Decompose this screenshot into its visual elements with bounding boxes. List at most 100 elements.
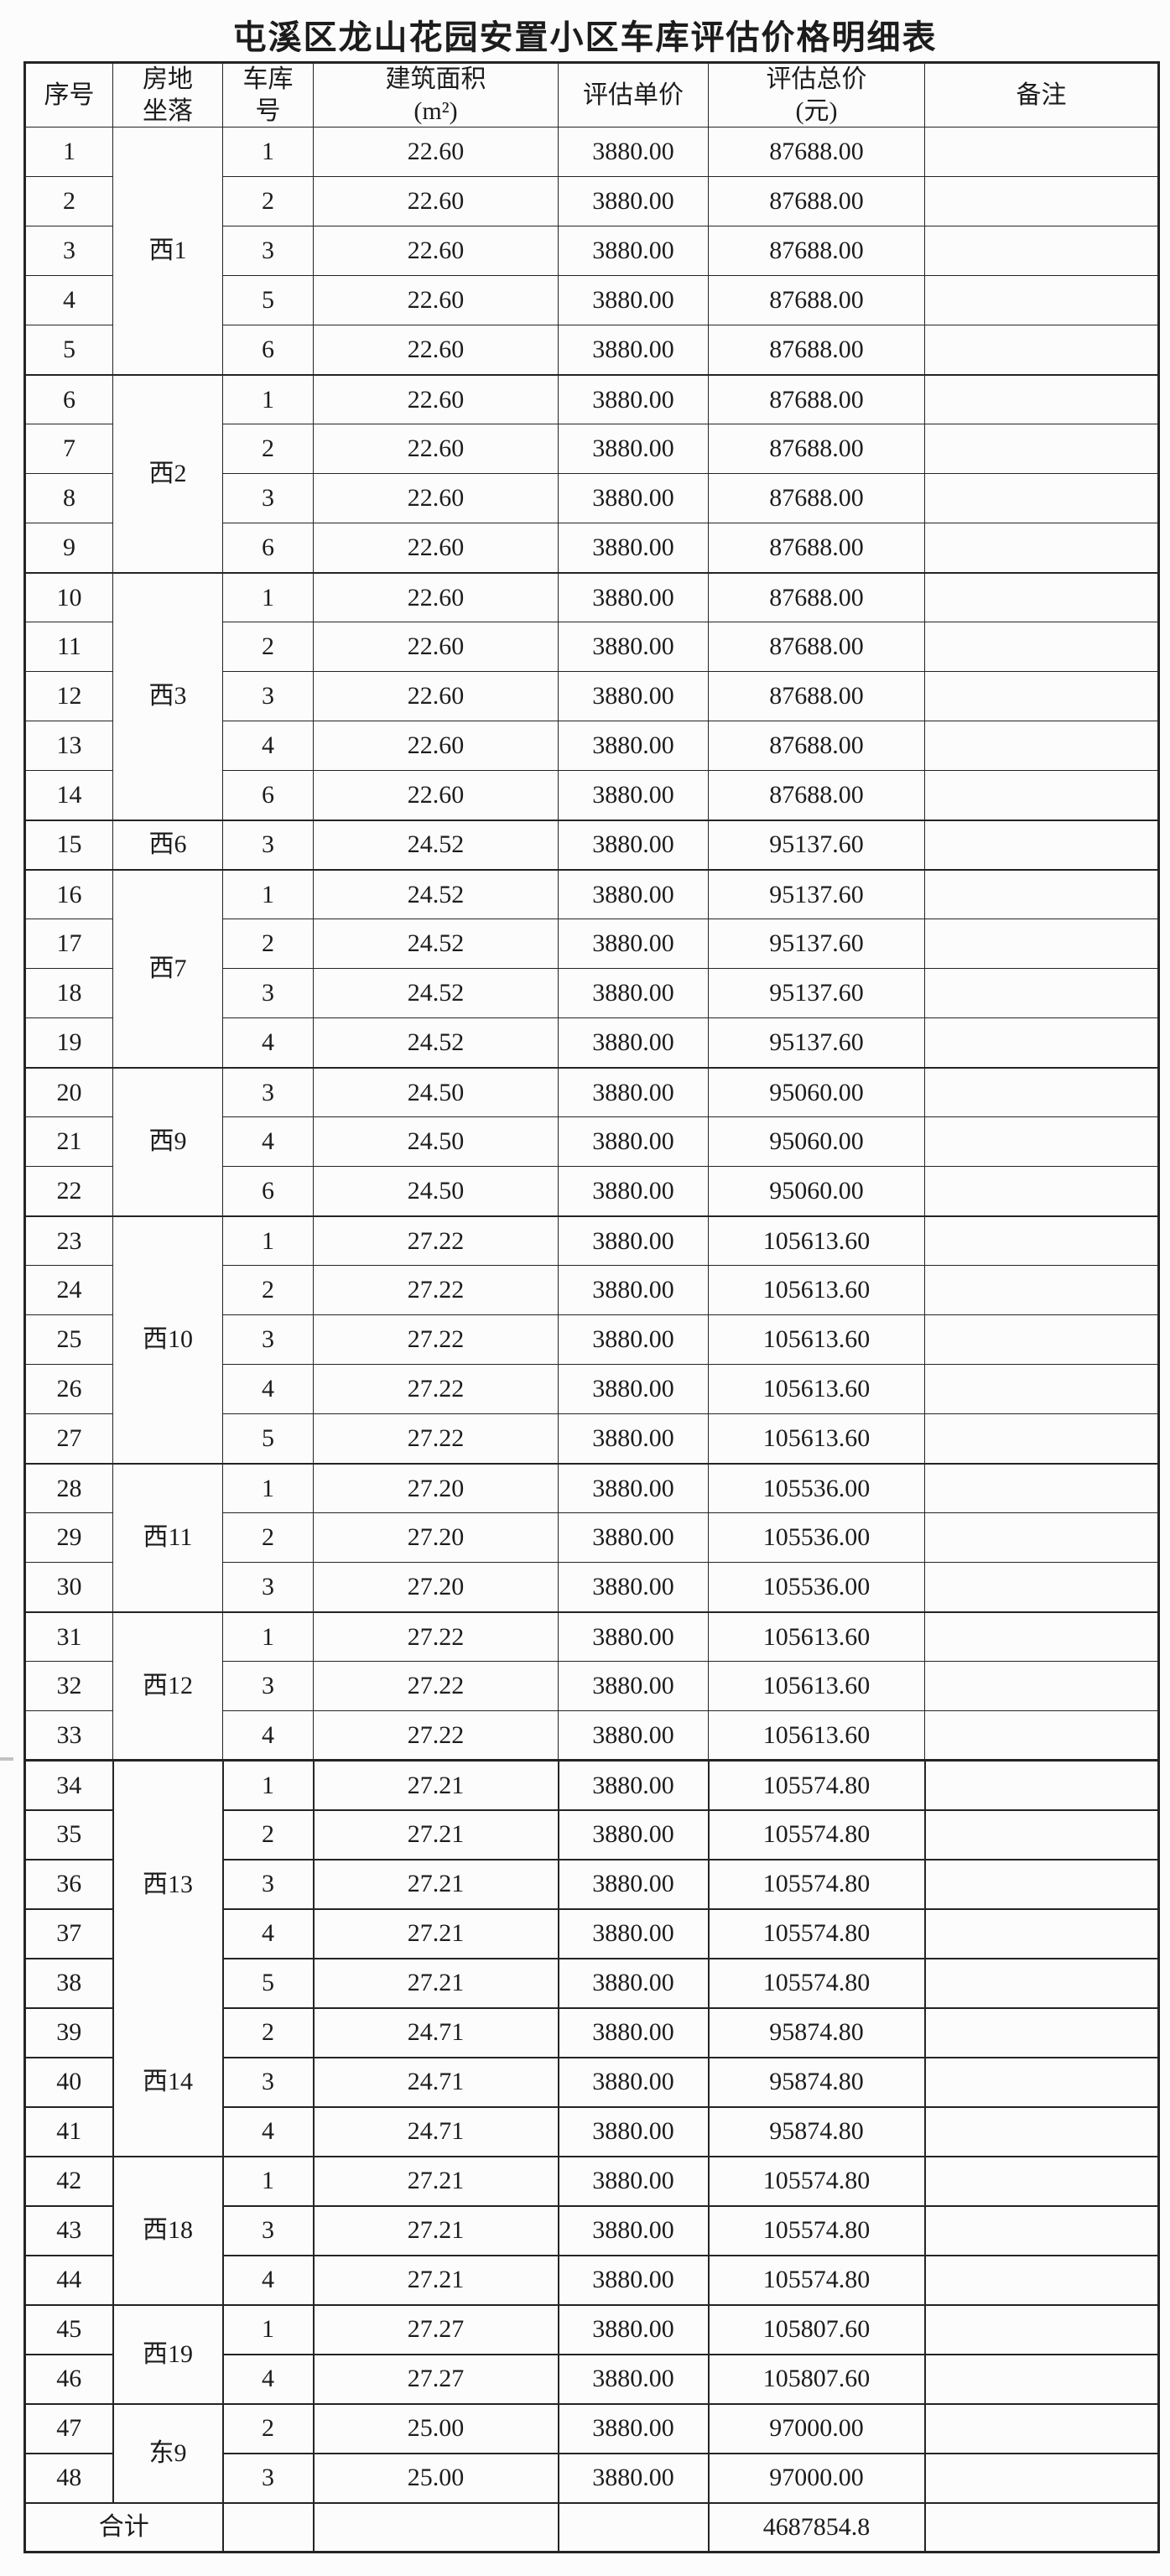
table-row: 32 3 27.22 3880.00 105613.60: [24, 1661, 1159, 1711]
garage-no-cell: 2: [222, 424, 314, 474]
note-cell: [924, 1314, 1159, 1365]
table-row: 14 6 22.60 3880.00 87688.00: [24, 770, 1159, 820]
unit-price-cell: 3880.00: [558, 523, 709, 573]
total-price-cell: 95874.80: [707, 2056, 926, 2108]
row-no-cell: 34: [23, 1759, 114, 1811]
total-price-cell: 87688.00: [708, 671, 925, 721]
total-price-cell: 105613.60: [708, 1661, 925, 1711]
total-price-cell: 105613.60: [708, 1265, 925, 1315]
total-price-cell: 87688.00: [708, 325, 925, 375]
garage-no-cell: 1: [222, 1611, 314, 1662]
total-price-cell: 105574.80: [707, 1907, 926, 1959]
unit-price-cell: 3880.00: [558, 1562, 709, 1612]
total-price-cell: 87688.00: [708, 770, 925, 820]
unit-price-cell: 3880.00: [558, 1265, 709, 1315]
note-cell: [924, 1215, 1159, 1266]
row-no-cell: 14: [24, 770, 113, 820]
col-header-area: 建筑面积 (m²): [313, 62, 559, 127]
table-row: 43 3 27.21 3880.00 105574.80: [23, 2204, 1160, 2256]
area-cell: 24.50: [313, 1066, 559, 1117]
garage-no-cell: 5: [221, 1957, 315, 2009]
unit-price-cell: 3880.00: [557, 2452, 710, 2504]
area-cell: 27.20: [313, 1462, 559, 1513]
row-no-cell: 46: [23, 2353, 114, 2405]
total-price-cell: 95060.00: [708, 1066, 925, 1117]
location-cell: 西9: [112, 1066, 223, 1216]
table-row: 28 西11 1 27.20 3880.00 105536.00: [24, 1462, 1159, 1612]
garage-price-table: 序号 房地 坐落 车库 号 建筑面积 (m²) 评估单价 评估总价 (元) 备注…: [23, 61, 1160, 2553]
unit-price-cell: 3880.00: [557, 2303, 710, 2355]
row-no-cell: 32: [24, 1661, 113, 1711]
table-row: 9 6 22.60 3880.00 87688.00: [24, 523, 1159, 573]
total-price-cell: 87688.00: [708, 373, 925, 424]
note-cell: [923, 2353, 1160, 2405]
unit-price-cell: 3880.00: [558, 473, 709, 523]
location-cell: 东9: [112, 2402, 224, 2504]
table-row: 45 西19 1 27.27 3880.00 105807.60: [23, 2303, 1160, 2405]
row-no-cell: 40: [23, 2056, 114, 2108]
location-cell: 西19: [112, 2303, 224, 2405]
total-price-cell: 105807.60: [707, 2303, 926, 2355]
row-no-cell: 7: [24, 424, 113, 474]
table-row: 2 2 22.60 3880.00 87688.00: [24, 176, 1159, 226]
total-price-cell: 87688.00: [708, 571, 925, 622]
row-no-cell: 45: [23, 2303, 114, 2355]
garage-no-cell: 3: [221, 2056, 315, 2108]
table-row: 5 6 22.60 3880.00 87688.00: [24, 325, 1159, 375]
location-cell: 西7: [112, 868, 223, 1068]
garage-no-cell: 1: [222, 571, 314, 622]
area-cell: 22.60: [313, 424, 559, 474]
unit-price-cell: 3880.00: [558, 1512, 709, 1563]
garage-no-cell: 2: [222, 919, 314, 969]
row-no-cell: 35: [23, 1808, 114, 1860]
table-row: 15 西6 3 24.52 3880.00 95137.60: [24, 819, 1159, 870]
area-cell: 22.60: [313, 127, 559, 177]
note-cell: [923, 2155, 1160, 2207]
unit-price-cell: 3880.00: [558, 1413, 709, 1464]
garage-no-cell: 3: [222, 473, 314, 523]
table-row: 3 3 22.60 3880.00 87688.00: [24, 226, 1159, 276]
row-no-cell: 9: [24, 523, 113, 573]
note-cell: [923, 2204, 1160, 2256]
garage-no-cell: 3: [222, 1314, 314, 1365]
garage-no-cell: 3: [221, 1858, 315, 1910]
garage-no-cell: 2: [222, 1265, 314, 1315]
row-no-cell: 38: [23, 1957, 114, 2009]
total-price-cell: 105613.60: [708, 1611, 925, 1662]
location-cell: 西6: [112, 819, 223, 870]
row-no-cell: 31: [24, 1611, 113, 1662]
garage-no-cell: 2: [222, 1512, 314, 1563]
col-header-note: 备注: [924, 62, 1159, 127]
total-price-cell: 105574.80: [707, 2204, 926, 2256]
area-cell: 22.60: [313, 671, 559, 721]
total-price-cell: 105536.00: [708, 1462, 925, 1513]
garage-no-cell: 2: [221, 2402, 315, 2454]
note-cell: [924, 1364, 1159, 1414]
row-no-cell: 6: [24, 373, 113, 424]
garage-no-cell: 6: [222, 523, 314, 573]
table-row: 18 3 24.52 3880.00 95137.60: [24, 968, 1159, 1018]
table-row: 27 5 27.22 3880.00 105613.60: [24, 1413, 1159, 1464]
table-row: 34 西13 1 27.21 3880.00 105574.80: [23, 1759, 1160, 2008]
unit-price-cell: 3880.00: [558, 1462, 709, 1513]
table-row: 23 西10 1 27.22 3880.00 105613.60: [24, 1215, 1159, 1464]
row-no-cell: 39: [23, 2006, 114, 2058]
garage-no-cell: 4: [221, 2254, 315, 2306]
garage-no-cell: 6: [222, 770, 314, 820]
area-cell: 27.22: [313, 1215, 559, 1266]
total-price-cell: 105574.80: [707, 1858, 926, 1910]
garage-no-cell: 3: [222, 819, 314, 870]
garage-no-cell: 1: [222, 373, 314, 424]
row-no-cell: 5: [24, 325, 113, 375]
table-row: 46 4 27.27 3880.00 105807.60: [23, 2353, 1160, 2405]
garage-no-cell: 5: [222, 275, 314, 325]
area-cell: 24.71: [312, 2105, 559, 2157]
total-price-cell: 95137.60: [708, 968, 925, 1018]
row-no-cell: 3: [24, 226, 113, 276]
unit-price-cell: 3880.00: [557, 2254, 710, 2306]
garage-no-cell: 1: [221, 2155, 315, 2207]
row-no-cell: 24: [24, 1265, 113, 1315]
table-row: 22 6 24.50 3880.00 95060.00: [24, 1166, 1159, 1216]
unit-price-cell: 3880.00: [558, 226, 709, 276]
unit-price-cell: 3880.00: [557, 2402, 710, 2454]
